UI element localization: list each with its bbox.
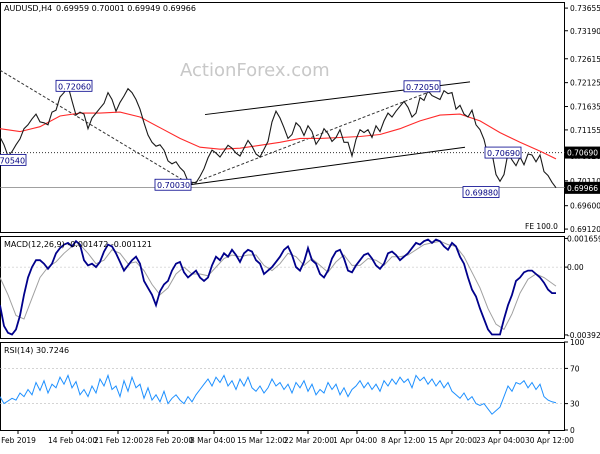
macd-title: MACD(12,26,9) -0.001472 -0.001121 (4, 240, 152, 249)
rsi-panel-frame (0, 342, 565, 431)
macd-main-line (0, 238, 556, 336)
macd-y-tick-label: 0.00 (567, 263, 584, 272)
trend-dash-down-line (0, 69, 191, 185)
price-annotation-label: 0.72060 (58, 82, 91, 91)
price-annotation-box (55, 79, 93, 92)
price-level-badge-label: 0.70690 (567, 149, 598, 158)
price-annotation-label: 0.70690 (487, 149, 520, 158)
macd-panel-frame (0, 236, 565, 339)
price-y-tick-label: 0.73190 (570, 27, 600, 36)
macd-signal-line (0, 240, 557, 331)
price-y-tick-label: 0.70110 (570, 177, 600, 186)
x-tick-label: 1 Apr 04:00 (333, 436, 377, 445)
x-tick-label: 30 Apr 12:00 (525, 436, 574, 445)
channel-lower-line (189, 146, 466, 186)
price-y-tick-label: 0.72125 (570, 79, 600, 88)
rsi-line (0, 373, 557, 415)
price-annotation-label: 0.72050 (406, 83, 439, 92)
x-tick-label: 28 Feb 20:00 (144, 436, 193, 445)
rsi-y-tick-label: 70 (570, 364, 580, 373)
price-annotation-box (403, 80, 441, 93)
rsi-y-tick-label: 0 (570, 426, 575, 435)
ohlc-readout: 0.69959 0.70001 0.69949 0.69966 (56, 4, 196, 13)
x-tick-label: 6 Feb 2019 (0, 436, 36, 445)
macd-y-tick-label: -0.003922 (567, 331, 600, 340)
price-level-badge (565, 181, 600, 194)
price-annotation-label: 0.70540 (0, 156, 25, 165)
price-line (0, 84, 557, 189)
rsi-y-tick-label: 30 (570, 400, 580, 409)
price-annotation-label: 0.69880 (465, 189, 498, 198)
price-annotation-box (154, 178, 192, 191)
price-panel-frame (0, 2, 565, 233)
price-annotation-box (462, 186, 500, 198)
x-tick-label: 8 Apr 12:00 (381, 436, 425, 445)
rsi-title: RSI(14) 30.7246 (4, 346, 69, 355)
watermark-text: ActionForex.com (180, 60, 330, 81)
price-annotation-box (0, 153, 27, 166)
price-annotation-label: 0.70030 (157, 181, 190, 190)
x-tick-label: 23 Apr 04:00 (476, 436, 525, 445)
price-y-tick-label: 0.69600 (570, 202, 600, 211)
x-tick-label: 22 Mar 20:00 (284, 436, 334, 445)
x-tick-label: 14 Feb 04:00 (48, 436, 97, 445)
price-level-badge (565, 146, 600, 159)
price-annotation-box (484, 146, 522, 159)
x-tick-label: 15 Apr 20:00 (428, 436, 477, 445)
moving-average-line (0, 111, 557, 160)
price-y-tick-label: 0.71635 (570, 103, 600, 112)
price-y-tick-label: 0.69120 (570, 225, 600, 234)
rsi-y-tick-label: 100 (570, 338, 585, 347)
price-y-tick-label: 0.73655 (570, 4, 600, 13)
trend-dash-up-line (189, 87, 441, 185)
macd-y-tick-label: 0.001659 (567, 234, 600, 243)
x-tick-label: 15 Mar 12:00 (237, 436, 287, 445)
symbol-title: AUDUSD,H4 (4, 4, 52, 13)
price-y-tick-label: 0.71155 (570, 126, 600, 135)
price-level-badge-label: 0.69966 (567, 184, 598, 193)
price-y-tick-label: 0.72615 (570, 55, 600, 64)
fe-footer-label: FE 100.0 (525, 222, 558, 231)
x-tick-label: 8 Mar 04:00 (190, 436, 236, 445)
x-tick-label: 21 Feb 12:00 (94, 436, 143, 445)
